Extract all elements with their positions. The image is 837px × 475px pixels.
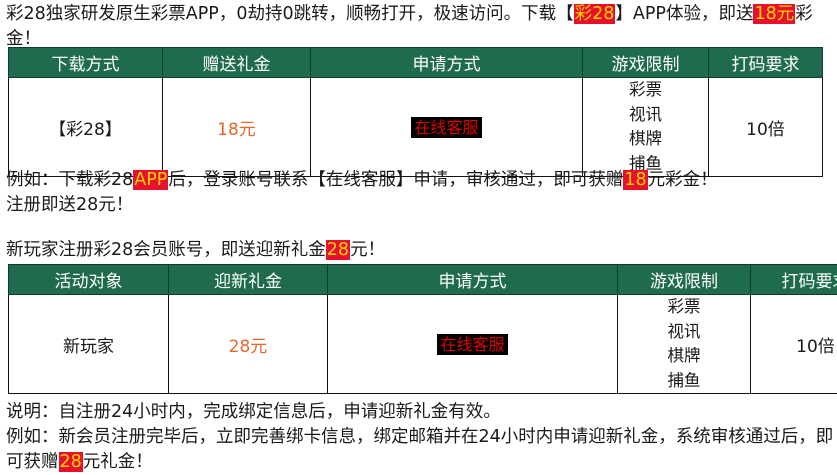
- bonus-table: 下载方式 赠送礼金 申请方式 游戏限制 打码要求 【彩28】 18元 在线客服 …: [8, 47, 823, 177]
- game-limit-item: 彩票: [667, 297, 701, 316]
- column-header-newcomer-bonus: 迎新礼金: [168, 264, 328, 295]
- game-limit-item: 捕鱼: [667, 370, 701, 390]
- newcomer-intro-highlight: 28: [325, 240, 351, 260]
- bonus-note-text-2: 后，登录账号联系【在线客服】申请，审核通过，即可获赠: [168, 170, 624, 190]
- bonus-note-text-3: 元彩金！: [647, 170, 718, 190]
- cell-download-method: 【彩28】: [8, 77, 163, 177]
- newcomer-note-highlight: 28: [58, 452, 83, 472]
- table-header-row: 下载方式 赠送礼金 申请方式 游戏限制 打码要求: [8, 47, 823, 78]
- cell-apply-method: 在线客服: [310, 77, 583, 177]
- cell-wager-requirement: 10倍: [750, 294, 837, 394]
- column-header-wager-requirement: 打码要求: [750, 264, 837, 295]
- column-header-game-limits: 游戏限制: [617, 264, 751, 295]
- column-header-game-limits: 游戏限制: [582, 47, 709, 78]
- newcomer-intro-paragraph: 新玩家注册彩28会员账号，即送迎新礼金28元！: [2, 238, 837, 263]
- cell-target: 新玩家: [8, 294, 169, 394]
- cell-game-limits: 彩票 视讯 棋牌 捕鱼: [617, 294, 751, 394]
- newcomer-note-line-2: 例如：新会员注册完毕后，立即完善绑卡信息，绑定邮箱并在24小时内申请迎新礼金，系…: [6, 425, 837, 475]
- table-header-row: 活动对象 迎新礼金 申请方式 游戏限制 打码要求: [8, 264, 837, 295]
- cell-apply-method: 在线客服: [327, 294, 618, 394]
- game-limit-item: 视讯: [667, 321, 701, 341]
- bonus-note-text-1: 例如：下载彩28: [6, 170, 134, 190]
- column-header-wager-requirement: 打码要求: [708, 47, 823, 78]
- table-row: 新玩家 28元 在线客服 彩票 视讯 棋牌 捕鱼 10倍: [8, 294, 837, 394]
- game-limit-item: 视讯: [629, 104, 662, 124]
- intro-text-prefix: 彩28独家研发原生彩票APP，0劫持0跳转，顺畅打开，极速访问。下载【: [6, 4, 574, 24]
- intro-text-middle: 】APP体验，即送: [615, 4, 754, 24]
- cell-wager-requirement: 10倍: [708, 77, 823, 177]
- newcomer-note-text-2: 元礼金！: [82, 452, 153, 472]
- intro-paragraph: 彩28独家研发原生彩票APP，0劫持0跳转，顺畅打开，极速访问。下载【彩28】A…: [2, 2, 837, 52]
- bonus-note-line-1: 例如：下载彩28APP后，登录账号联系【在线客服】申请，审核通过，即可获赠18元…: [6, 168, 837, 193]
- cell-bonus: 18元: [162, 77, 311, 177]
- cell-game-limits: 彩票 视讯 棋牌 捕鱼: [582, 77, 709, 177]
- newcomer-note-text-1: 例如：新会员注册完毕后，立即完善绑卡信息，绑定邮箱并在24小时内申请迎新礼金，系…: [6, 427, 834, 472]
- cell-newcomer-bonus: 28元: [168, 294, 328, 394]
- game-limit-item: 棋牌: [667, 346, 701, 365]
- column-header-bonus: 赠送礼金: [162, 47, 311, 78]
- newcomer-table: 活动对象 迎新礼金 申请方式 游戏限制 打码要求 新玩家 28元 在线客服 彩票…: [8, 264, 837, 394]
- newcomer-bonus-amount: 28元: [228, 336, 268, 357]
- column-header-target: 活动对象: [8, 264, 169, 295]
- column-header-apply-method: 申请方式: [310, 47, 583, 78]
- online-service-link[interactable]: 在线客服: [437, 333, 508, 355]
- intro-text-suffix: 彩金！: [6, 4, 813, 49]
- newcomer-note-line-1: 说明：自注册24小时内，完成绑定信息后，申请迎新礼金有效。: [6, 402, 501, 422]
- column-header-apply-method: 申请方式: [327, 264, 618, 295]
- newcomer-intro-suffix: 元！: [350, 240, 386, 260]
- intro-brand-highlight: 彩28: [573, 4, 616, 24]
- game-limit-item: 棋牌: [629, 129, 662, 148]
- table-row: 【彩28】 18元 在线客服 彩票 视讯 棋牌 捕鱼 10倍: [8, 77, 823, 177]
- intro-amount-highlight: 18元: [753, 4, 796, 24]
- bonus-note-highlight-app: APP: [133, 170, 169, 190]
- newcomer-intro-prefix: 新玩家注册彩28会员账号，即送迎新礼金: [6, 240, 326, 260]
- game-limit-item: 捕鱼: [629, 153, 662, 173]
- game-limit-item: 彩票: [629, 80, 662, 99]
- newcomer-note: 说明：自注册24小时内，完成绑定信息后，申请迎新礼金有效。 例如：新会员注册完毕…: [2, 400, 837, 475]
- bonus-note-highlight-amount: 18: [623, 170, 648, 190]
- bonus-note-line-2: 注册即送28元！: [6, 195, 134, 215]
- bonus-amount: 18元: [217, 119, 256, 140]
- bonus-note: 例如：下载彩28APP后，登录账号联系【在线客服】申请，审核通过，即可获赠18元…: [2, 168, 837, 218]
- column-header-download-method: 下载方式: [8, 47, 163, 78]
- online-service-link[interactable]: 在线客服: [411, 116, 482, 138]
